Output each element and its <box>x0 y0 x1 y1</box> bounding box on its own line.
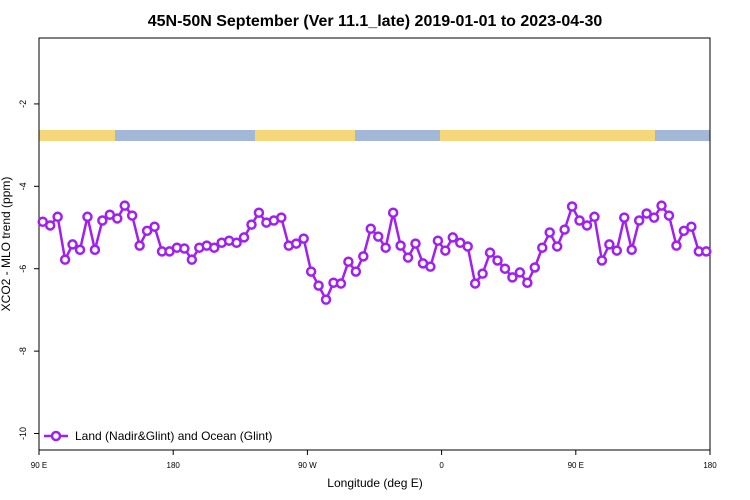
point-marker <box>701 246 712 257</box>
x-axis-label: Longitude (deg E) <box>327 476 422 490</box>
point-marker <box>596 255 608 266</box>
point-marker <box>365 223 377 235</box>
point-marker <box>469 278 481 289</box>
land-mask <box>39 130 710 141</box>
point-marker <box>253 207 265 218</box>
point-marker <box>67 239 78 250</box>
point-marker <box>410 238 421 249</box>
point-marker <box>440 245 451 256</box>
point-marker <box>119 200 130 211</box>
point-marker <box>499 263 511 274</box>
point-marker <box>484 247 496 258</box>
point-marker <box>186 254 198 265</box>
point-marker <box>447 232 459 243</box>
legend-marker <box>50 430 62 442</box>
land-strip <box>440 130 655 141</box>
point-marker <box>686 221 697 232</box>
point-marker <box>82 211 93 223</box>
point-marker <box>544 227 555 238</box>
point-marker <box>425 261 436 272</box>
point-marker <box>179 243 190 254</box>
point-marker <box>320 294 332 305</box>
y-tick-label: -4 <box>18 182 28 190</box>
point-marker <box>44 220 56 231</box>
point-marker <box>507 272 518 283</box>
ocean-strip <box>39 130 710 141</box>
x-tick-label: 0 <box>439 461 444 470</box>
point-marker <box>358 251 369 262</box>
point-marker <box>626 244 637 256</box>
x-tick-label: 90 E <box>568 461 584 470</box>
point-marker <box>633 215 645 226</box>
y-tick-label: -8 <box>18 347 28 355</box>
plot-frame <box>38 37 711 451</box>
point-marker <box>126 210 138 221</box>
point-marker <box>529 262 541 273</box>
x-tick-label: 180 <box>703 461 717 470</box>
point-marker <box>238 232 250 243</box>
point-marker <box>551 241 563 252</box>
y-axis-label: XCO2 - MLO trend (ppm) <box>0 177 13 312</box>
point-marker <box>59 254 71 265</box>
point-marker <box>604 239 615 250</box>
point-marker <box>492 255 503 266</box>
point-marker <box>537 242 548 253</box>
point-marker <box>141 225 153 237</box>
point-marker <box>589 211 600 223</box>
point-marker <box>246 219 257 230</box>
point-marker <box>432 235 444 246</box>
point-marker <box>611 245 623 256</box>
x-tick-label: 90 E <box>31 461 47 470</box>
point-marker <box>678 225 690 237</box>
point-marker <box>134 240 145 251</box>
land-strip <box>39 130 115 141</box>
point-marker <box>313 280 324 291</box>
point-marker <box>97 215 108 226</box>
point-marker <box>522 277 533 288</box>
x-tick-label: 180 <box>167 461 181 470</box>
x-tick-label: 90 W <box>298 461 317 470</box>
point-marker <box>231 237 242 249</box>
point-marker <box>387 207 399 218</box>
point-marker <box>559 224 570 235</box>
point-marker <box>298 233 309 244</box>
y-tick-label: -2 <box>18 100 28 108</box>
point-marker <box>305 266 317 277</box>
point-marker <box>208 242 220 253</box>
point-marker <box>395 240 406 251</box>
chart-title: 45N-50N September (Ver 11.1_late) 2019-0… <box>148 13 603 30</box>
point-marker <box>619 212 630 223</box>
point-marker <box>350 266 362 277</box>
point-marker <box>52 211 63 223</box>
y-tick-label: -6 <box>18 265 28 273</box>
point-marker <box>574 215 585 226</box>
point-marker <box>566 201 578 212</box>
point-marker <box>112 213 123 224</box>
point-marker <box>656 200 667 211</box>
point-marker <box>372 231 384 242</box>
point-marker <box>335 278 347 289</box>
y-tick-label: -10 <box>18 427 28 440</box>
point-marker <box>402 252 414 263</box>
point-marker <box>343 256 354 267</box>
point-marker <box>641 208 652 219</box>
point-marker <box>648 212 660 223</box>
point-marker <box>290 238 302 249</box>
point-marker <box>477 268 488 279</box>
point-marker <box>514 267 526 278</box>
point-marker <box>663 210 675 221</box>
legend-label: Land (Nadir&Glint) and Ocean (Glint) <box>75 429 272 443</box>
point-marker <box>276 212 287 223</box>
land-strip <box>255 130 355 141</box>
point-marker <box>74 244 86 256</box>
point-marker <box>462 241 473 252</box>
point-marker <box>89 244 101 256</box>
point-marker <box>149 221 160 232</box>
series-line <box>42 203 707 303</box>
point-marker <box>581 220 593 231</box>
point-marker <box>671 240 682 251</box>
point-marker <box>380 242 391 253</box>
